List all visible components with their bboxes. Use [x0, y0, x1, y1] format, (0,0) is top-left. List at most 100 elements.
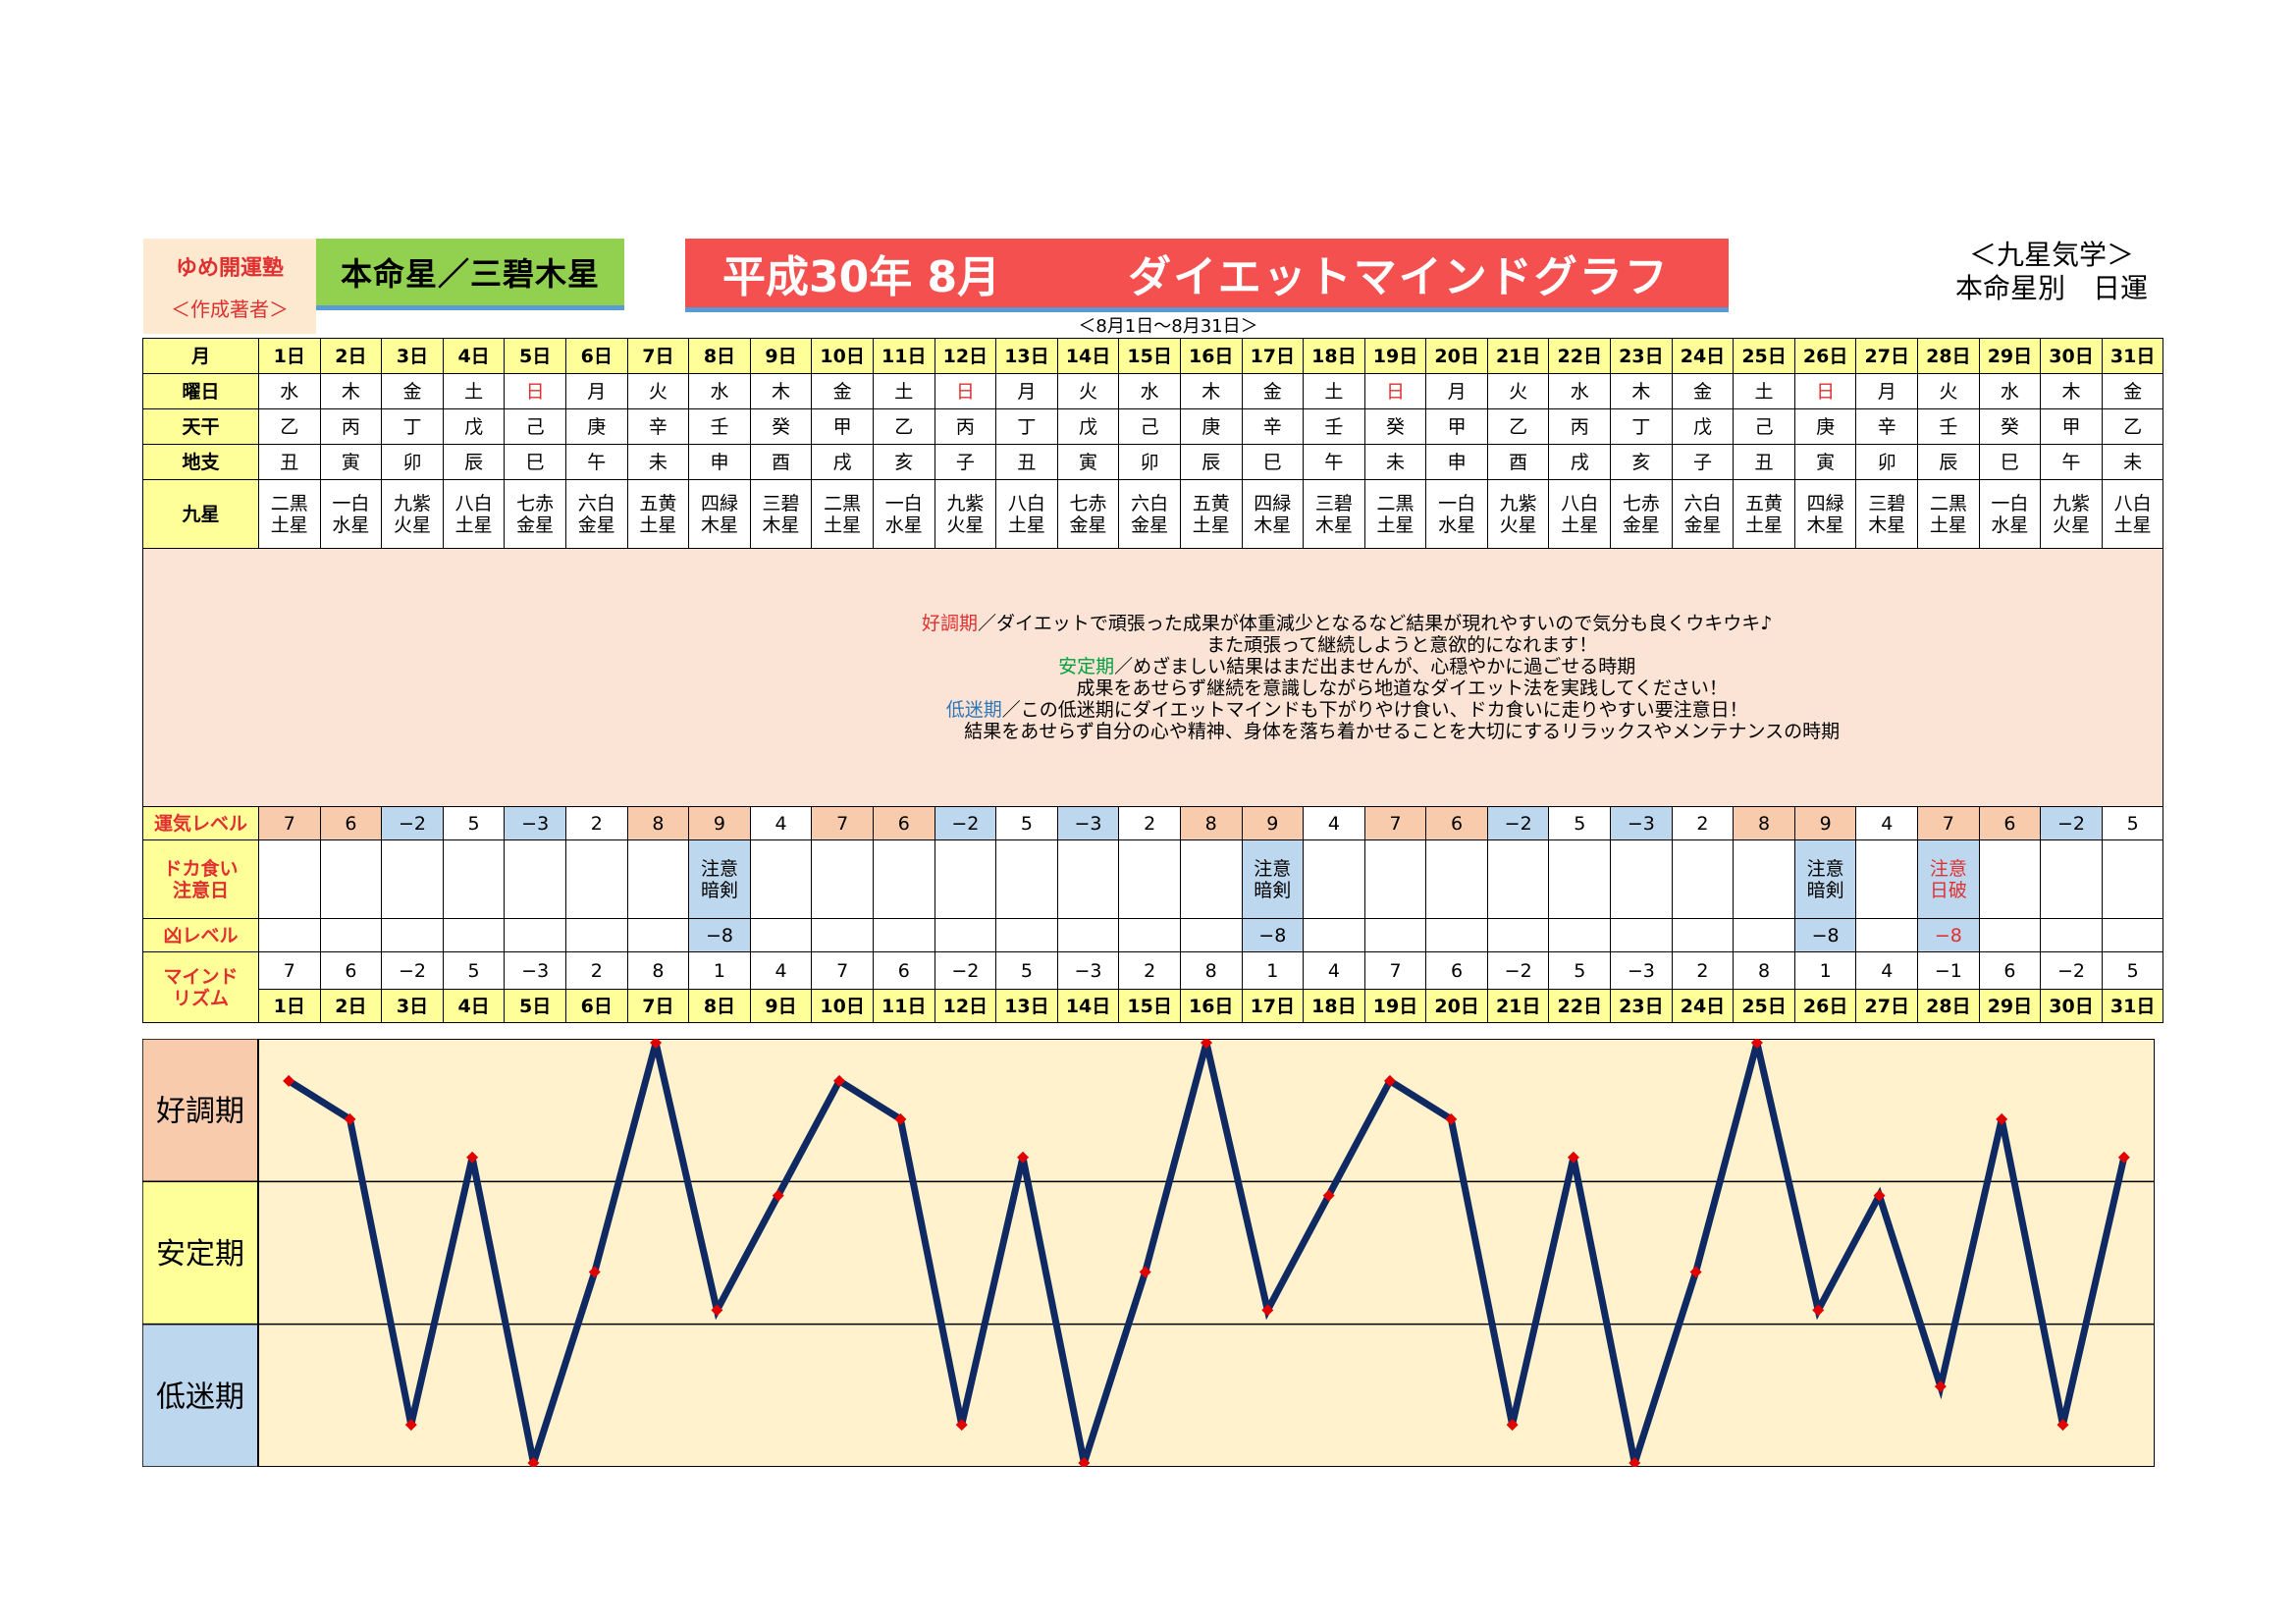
kyusei-element: 木星: [762, 514, 800, 536]
bad-level-cell: [872, 918, 935, 952]
weekday-cell: 木: [2040, 373, 2103, 409]
bad-level-cell: [1118, 918, 1181, 952]
bad-level-cell: [564, 918, 628, 952]
day-header: 23日: [1610, 338, 1673, 374]
kyusei-cell: 六白 金星: [1671, 479, 1735, 549]
weekday-cell: 土: [442, 373, 506, 409]
tenkan-cell: 乙: [2101, 408, 2164, 445]
mind-rhythm-cell: 6: [1978, 951, 2042, 990]
kyusei-element: 木星: [700, 514, 738, 536]
kyusei-cell: 四緑 木星: [1793, 479, 1857, 549]
chishi-cell: 丑: [1733, 444, 1795, 480]
data-point-marker: [833, 1074, 846, 1087]
kyusei-cell: 九紫 火星: [381, 479, 444, 549]
kyusei-element: 土星: [1376, 514, 1415, 536]
row-label-weekday: 曜日: [182, 380, 220, 403]
legend-low-text-2: 結果をあせらず自分の心や精神、身体を落ち着かせることを大切にするリラックスやメン…: [964, 721, 1841, 742]
row-kyusei: 九星 二黒 土星 一白 水星 九紫 火星 八白 土星 七赤 金星 六白 金星 五黄 土星 四緑 木星 三碧 木星 二黒…: [142, 479, 2164, 549]
title-date: 平成30年 8月: [722, 252, 1001, 302]
kyusei-element: 水星: [884, 514, 923, 536]
day-header: 2日: [319, 338, 383, 374]
weekday-cell: 月: [995, 373, 1058, 409]
luck-level-cell: 7: [1363, 806, 1427, 840]
kyusei-cell: 一白 水星: [1425, 479, 1488, 549]
kyusei-cell: 六白 金星: [564, 479, 628, 549]
kyusei-element: 土星: [1745, 514, 1784, 536]
mind-rhythm-cell: 5: [995, 951, 1058, 990]
kyusei-element: 金星: [1069, 514, 1107, 536]
legend-good-text-2: また頑張って継続しようと意欲的になれます！: [1206, 634, 1598, 656]
warning-line-2: 暗剣: [1806, 879, 1844, 901]
kyusei-element: 土星: [1561, 514, 1599, 536]
binge-warning-cell: [258, 839, 321, 919]
tenkan-cell: 戊: [1671, 408, 1735, 445]
day-footer-cell: 15日: [1118, 989, 1181, 1023]
binge-warning-cell: 注意 暗剣: [1793, 839, 1857, 919]
title-bar: 平成30年 8月 ダイエットマインドグラフ: [685, 239, 1729, 312]
mind-rhythm-cell: 6: [1425, 951, 1488, 990]
day-header: 25日: [1733, 338, 1795, 374]
kyusei-element: 土星: [639, 514, 677, 536]
chishi-cell: 子: [934, 444, 997, 480]
tenkan-cell: 丙: [934, 408, 997, 445]
bad-level-cell: [1363, 918, 1427, 952]
binge-warning-cell: [381, 839, 444, 919]
tenkan-cell: 甲: [811, 408, 874, 445]
kyusei-element: 水星: [332, 514, 370, 536]
binge-warning-cell: [319, 839, 383, 919]
weekday-cell: 月: [1425, 373, 1488, 409]
row-label-bad: 凶レベル: [163, 924, 239, 947]
tenkan-cell: 丙: [319, 408, 383, 445]
mind-rhythm-cell: 7: [811, 951, 874, 990]
row-header-binge: ドカ食い 注意日: [142, 839, 259, 919]
kyusei-star-name: 三碧: [1868, 492, 1906, 514]
kyusei-element: 火星: [1499, 514, 1537, 536]
tenkan-cell: 壬: [1303, 408, 1365, 445]
data-point-marker: [588, 1266, 601, 1278]
day-header: 24日: [1671, 338, 1735, 374]
luck-level-cell: 4: [1303, 806, 1365, 840]
tenkan-cell: 丁: [995, 408, 1058, 445]
weekday-cell: 土: [872, 373, 935, 409]
data-point-marker: [1873, 1189, 1886, 1202]
day-header: 12日: [934, 338, 997, 374]
kyusei-cell: 八白 土星: [2101, 479, 2164, 549]
data-point-marker: [527, 1457, 540, 1467]
kyusei-star-name: 二黒: [824, 492, 862, 514]
calendar-table: 月 1日 2日 3日 4日 5日 6日 7日 8日 9日 10日 11日 12日 13日 14日 15日 16日…: [141, 338, 2164, 1023]
bad-level-cell: −8: [688, 918, 751, 952]
honmei-star-label: 本命星／三碧木星: [316, 239, 624, 310]
binge-warning-cell: [995, 839, 1058, 919]
weekday-cell: 水: [258, 373, 321, 409]
day-footer-cell: 18日: [1303, 989, 1365, 1023]
day-header: 15日: [1118, 338, 1181, 374]
weekday-cell: 日: [1793, 373, 1857, 409]
bad-level-cell: [811, 918, 874, 952]
bad-level-cell: [442, 918, 506, 952]
weekday-cell: 日: [934, 373, 997, 409]
luck-level-cell: 9: [1241, 806, 1305, 840]
data-point-marker: [955, 1419, 968, 1432]
chishi-cell: 寅: [1056, 444, 1120, 480]
bad-level-cell: [2101, 918, 2164, 952]
row-header-mind: マインド リズム: [142, 951, 259, 1023]
data-point-marker: [894, 1112, 907, 1125]
day-footer-cell: 4日: [442, 989, 506, 1023]
binge-warning-cell: [872, 839, 935, 919]
bad-level-cell: [1179, 918, 1243, 952]
mind-rhythm-cell: 1: [1241, 951, 1305, 990]
chishi-cell: 卯: [1855, 444, 1919, 480]
weekday-cell: 水: [1548, 373, 1612, 409]
kyusei-star-name: 六白: [1683, 492, 1722, 514]
kyusei-element: 水星: [1991, 514, 2029, 536]
tenkan-cell: 丁: [1610, 408, 1673, 445]
kyusei-star-name: 五黄: [1745, 492, 1784, 514]
day-header: 27日: [1855, 338, 1919, 374]
weekday-cell: 火: [626, 373, 690, 409]
day-header: 9日: [749, 338, 813, 374]
luck-level-cell: 2: [1671, 806, 1735, 840]
data-point-marker: [1812, 1304, 1825, 1317]
tenkan-cell: 乙: [1486, 408, 1550, 445]
day-header: 16日: [1179, 338, 1243, 374]
